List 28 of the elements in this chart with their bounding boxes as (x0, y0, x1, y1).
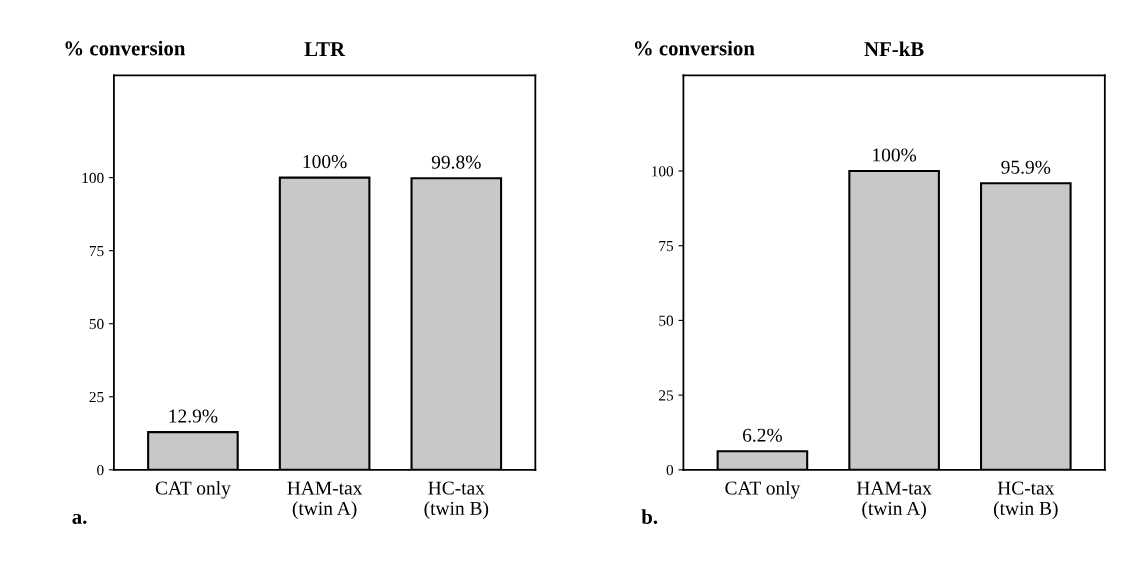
data-label: 100% (303, 155, 347, 169)
y-tick-label: 75 (659, 241, 674, 252)
x-tick-label: CAT only (155, 480, 231, 499)
y-tick-label: 50 (89, 318, 104, 330)
chart-title: LTR (304, 42, 346, 56)
chart-title: NF-kB (864, 41, 924, 57)
x-tick-label: HAM-tax (twin A) (856, 481, 932, 519)
y-tick-label: 25 (89, 391, 104, 403)
data-label: 6.2% (743, 428, 783, 442)
data-label: 100% (873, 148, 917, 162)
y-tick-label: 100 (652, 166, 674, 177)
text: b. (641, 509, 658, 524)
y-axis-title: % conversion (634, 40, 755, 56)
y-axis-title: % conversion (65, 40, 186, 56)
y-tick-label: 75 (89, 245, 104, 257)
data-label: 12.9% (169, 409, 218, 423)
x-tick-label: HAM-tax (twin A) (287, 481, 363, 519)
x-tick-label: HC-tax (twin B) (993, 481, 1058, 519)
y-tick-label: 100 (82, 172, 104, 184)
data-label: 99.8% (431, 155, 481, 169)
y-tick-label: 25 (659, 390, 674, 401)
x-tick-label: HC-tax (twin B) (424, 481, 489, 519)
y-tick-label: 50 (659, 315, 674, 326)
data-label: 95.9% (1001, 160, 1051, 174)
text: a. (72, 513, 87, 524)
y-tick-label: 0 (97, 464, 104, 476)
x-tick-label: CAT only (725, 480, 801, 499)
y-tick-label: 0 (666, 464, 674, 476)
